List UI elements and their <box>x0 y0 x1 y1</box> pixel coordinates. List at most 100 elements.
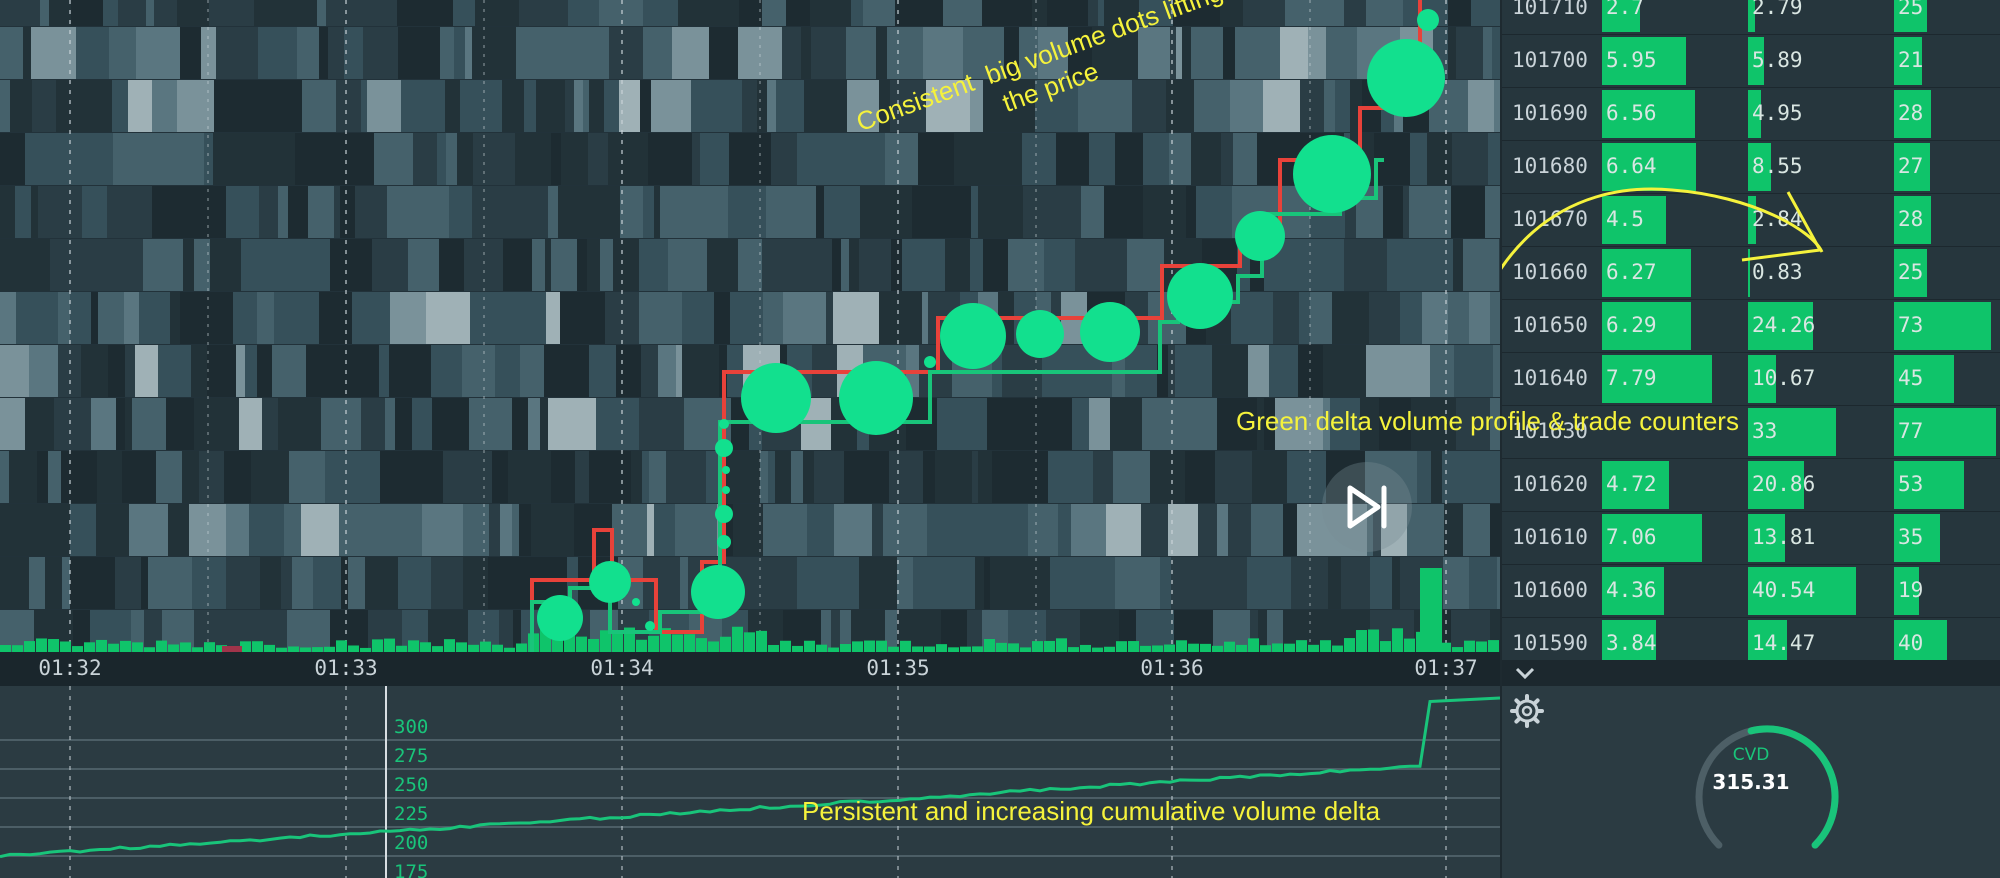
heatmap-cell <box>1280 27 1308 79</box>
volume-bar <box>924 646 935 652</box>
volume-bar <box>1020 647 1031 652</box>
trade-bubble <box>537 595 583 641</box>
heatmap-cell <box>816 292 826 344</box>
heatmap-cell <box>1456 398 1490 450</box>
heatmap-cell <box>560 292 589 344</box>
heatmap-cell <box>1058 504 1071 556</box>
heatmap-cell <box>624 504 647 556</box>
heatmap-cell <box>1022 133 1056 185</box>
dom-trades: 28 <box>1898 207 1924 231</box>
heatmap-cell <box>348 557 365 609</box>
dom-row[interactable]: 101680 6.64 8.55 27 <box>1502 141 2000 194</box>
volume-bar <box>492 644 503 652</box>
heatmap-cell <box>700 133 729 185</box>
collapse-bar[interactable] <box>1502 660 2000 686</box>
heatmap-cell <box>816 186 824 238</box>
heatmap-cell <box>1482 610 1490 652</box>
volume-bar <box>60 641 71 652</box>
dom-row[interactable]: 101640 7.79 10.67 45 <box>1502 353 2000 406</box>
volume-bar <box>1748 0 1756 32</box>
volume-bar <box>1164 644 1175 652</box>
dom-row[interactable]: 101690 6.56 4.95 28 <box>1502 88 2000 141</box>
cvd-panel[interactable]: 300 275 250 225 200 175 Persistent and i… <box>0 686 1500 878</box>
chevron-down-icon[interactable] <box>1512 660 1538 686</box>
heatmap-cell <box>640 80 651 132</box>
heatmap-cell <box>387 186 418 238</box>
volume-bar <box>1380 641 1391 652</box>
heatmap-cell <box>1332 292 1369 344</box>
heatmap-cell <box>449 186 456 238</box>
heatmap-cell <box>1407 504 1444 556</box>
dom-row[interactable]: 101650 6.29 24.26 73 <box>1502 300 2000 353</box>
heatmap-cell <box>1365 451 1382 503</box>
heatmap-cell <box>1490 610 1500 652</box>
heatmap-cell <box>569 398 596 450</box>
dom-row[interactable]: 101590 3.84 14.47 40 <box>1502 618 2000 660</box>
heatmap-cell <box>1157 345 1168 397</box>
heatmap-cell <box>639 292 657 344</box>
heatmap-cell <box>1110 27 1138 79</box>
heatmap-cell <box>1011 133 1022 185</box>
heatmap-cell <box>361 398 385 450</box>
gear-icon[interactable] <box>1510 694 1544 728</box>
gauge-value: 315.31 <box>1712 770 1790 794</box>
heatmap-cell <box>308 186 334 238</box>
heatmap-cell <box>697 80 742 132</box>
heatmap-cell <box>177 80 214 132</box>
skip-forward-button[interactable] <box>1322 462 1412 552</box>
heatmap-cell <box>660 27 672 79</box>
heatmap-cell <box>295 133 337 185</box>
heatmap-cell <box>1143 133 1160 185</box>
heatmap-cell <box>460 80 502 132</box>
dom-delta: 7.06 <box>1606 525 1657 549</box>
heatmap-cell <box>1344 0 1366 26</box>
heatmap-cell <box>1488 133 1500 185</box>
heatmap-cell <box>1448 292 1469 344</box>
heatmap-cell <box>143 239 183 291</box>
heatmap-cell <box>472 27 491 79</box>
heatmap-cell <box>23 27 31 79</box>
volume-bar <box>624 627 635 652</box>
heatmap-cell <box>148 557 192 609</box>
dom-row[interactable]: 101620 4.72 20.86 53 <box>1502 459 2000 512</box>
heatmap-cell <box>1248 345 1269 397</box>
volume-bar <box>960 646 971 652</box>
heatmap-cell <box>1378 345 1405 397</box>
time-label: 01:37 <box>1414 656 1478 680</box>
heatmap-cell <box>295 504 301 556</box>
dom-row[interactable]: 101600 4.36 40.54 19 <box>1502 565 2000 618</box>
heatmap-cell <box>1417 451 1431 503</box>
trade-bubble <box>1167 263 1233 329</box>
dom-row[interactable]: 101630 33 77 <box>1502 406 2000 459</box>
heatmap-cell <box>1451 186 1475 238</box>
heatmap-cell <box>1379 398 1411 450</box>
dom-ladder[interactable]: 101710 2.7 2.79 25 101700 5.95 5.89 21 101690 6.5… <box>1502 0 2000 660</box>
heatmap-cell <box>189 504 226 556</box>
heatmap-cell <box>136 27 180 79</box>
heatmap-cell <box>1341 557 1370 609</box>
heatmap-cell <box>309 239 330 291</box>
dom-row[interactable]: 101700 5.95 5.89 21 <box>1502 35 2000 88</box>
heatmap-cell <box>804 80 847 132</box>
heatmap-cell <box>1160 557 1171 609</box>
heatmap-cell <box>801 27 811 79</box>
volume-bar <box>1392 628 1403 652</box>
dom-row[interactable]: 101710 2.7 2.79 25 <box>1502 0 2000 35</box>
dom-row[interactable]: 101660 6.27 0.83 25 <box>1502 247 2000 300</box>
dom-row[interactable]: 101610 7.06 13.81 35 <box>1502 512 2000 565</box>
volume-bar <box>1116 641 1127 652</box>
heatmap-cell <box>1261 292 1273 344</box>
heatmap-cell <box>180 292 189 344</box>
volume-bar <box>1488 640 1499 652</box>
heatmap-cell <box>166 398 194 450</box>
volume-bar <box>996 642 1007 652</box>
heatmap-cell <box>574 80 583 132</box>
heatmap-cell <box>516 27 557 79</box>
heatmap-cell <box>1469 557 1480 609</box>
heatmap-cell <box>29 345 58 397</box>
dom-row[interactable]: 101670 4.5 2.84 28 <box>1502 194 2000 247</box>
heatmap-cell <box>365 557 398 609</box>
dom-trades: 19 <box>1898 578 1924 602</box>
heatmap-cell <box>499 610 513 652</box>
heatmap-chart[interactable]: Consistent big volume dots lifting the p… <box>0 0 1500 652</box>
